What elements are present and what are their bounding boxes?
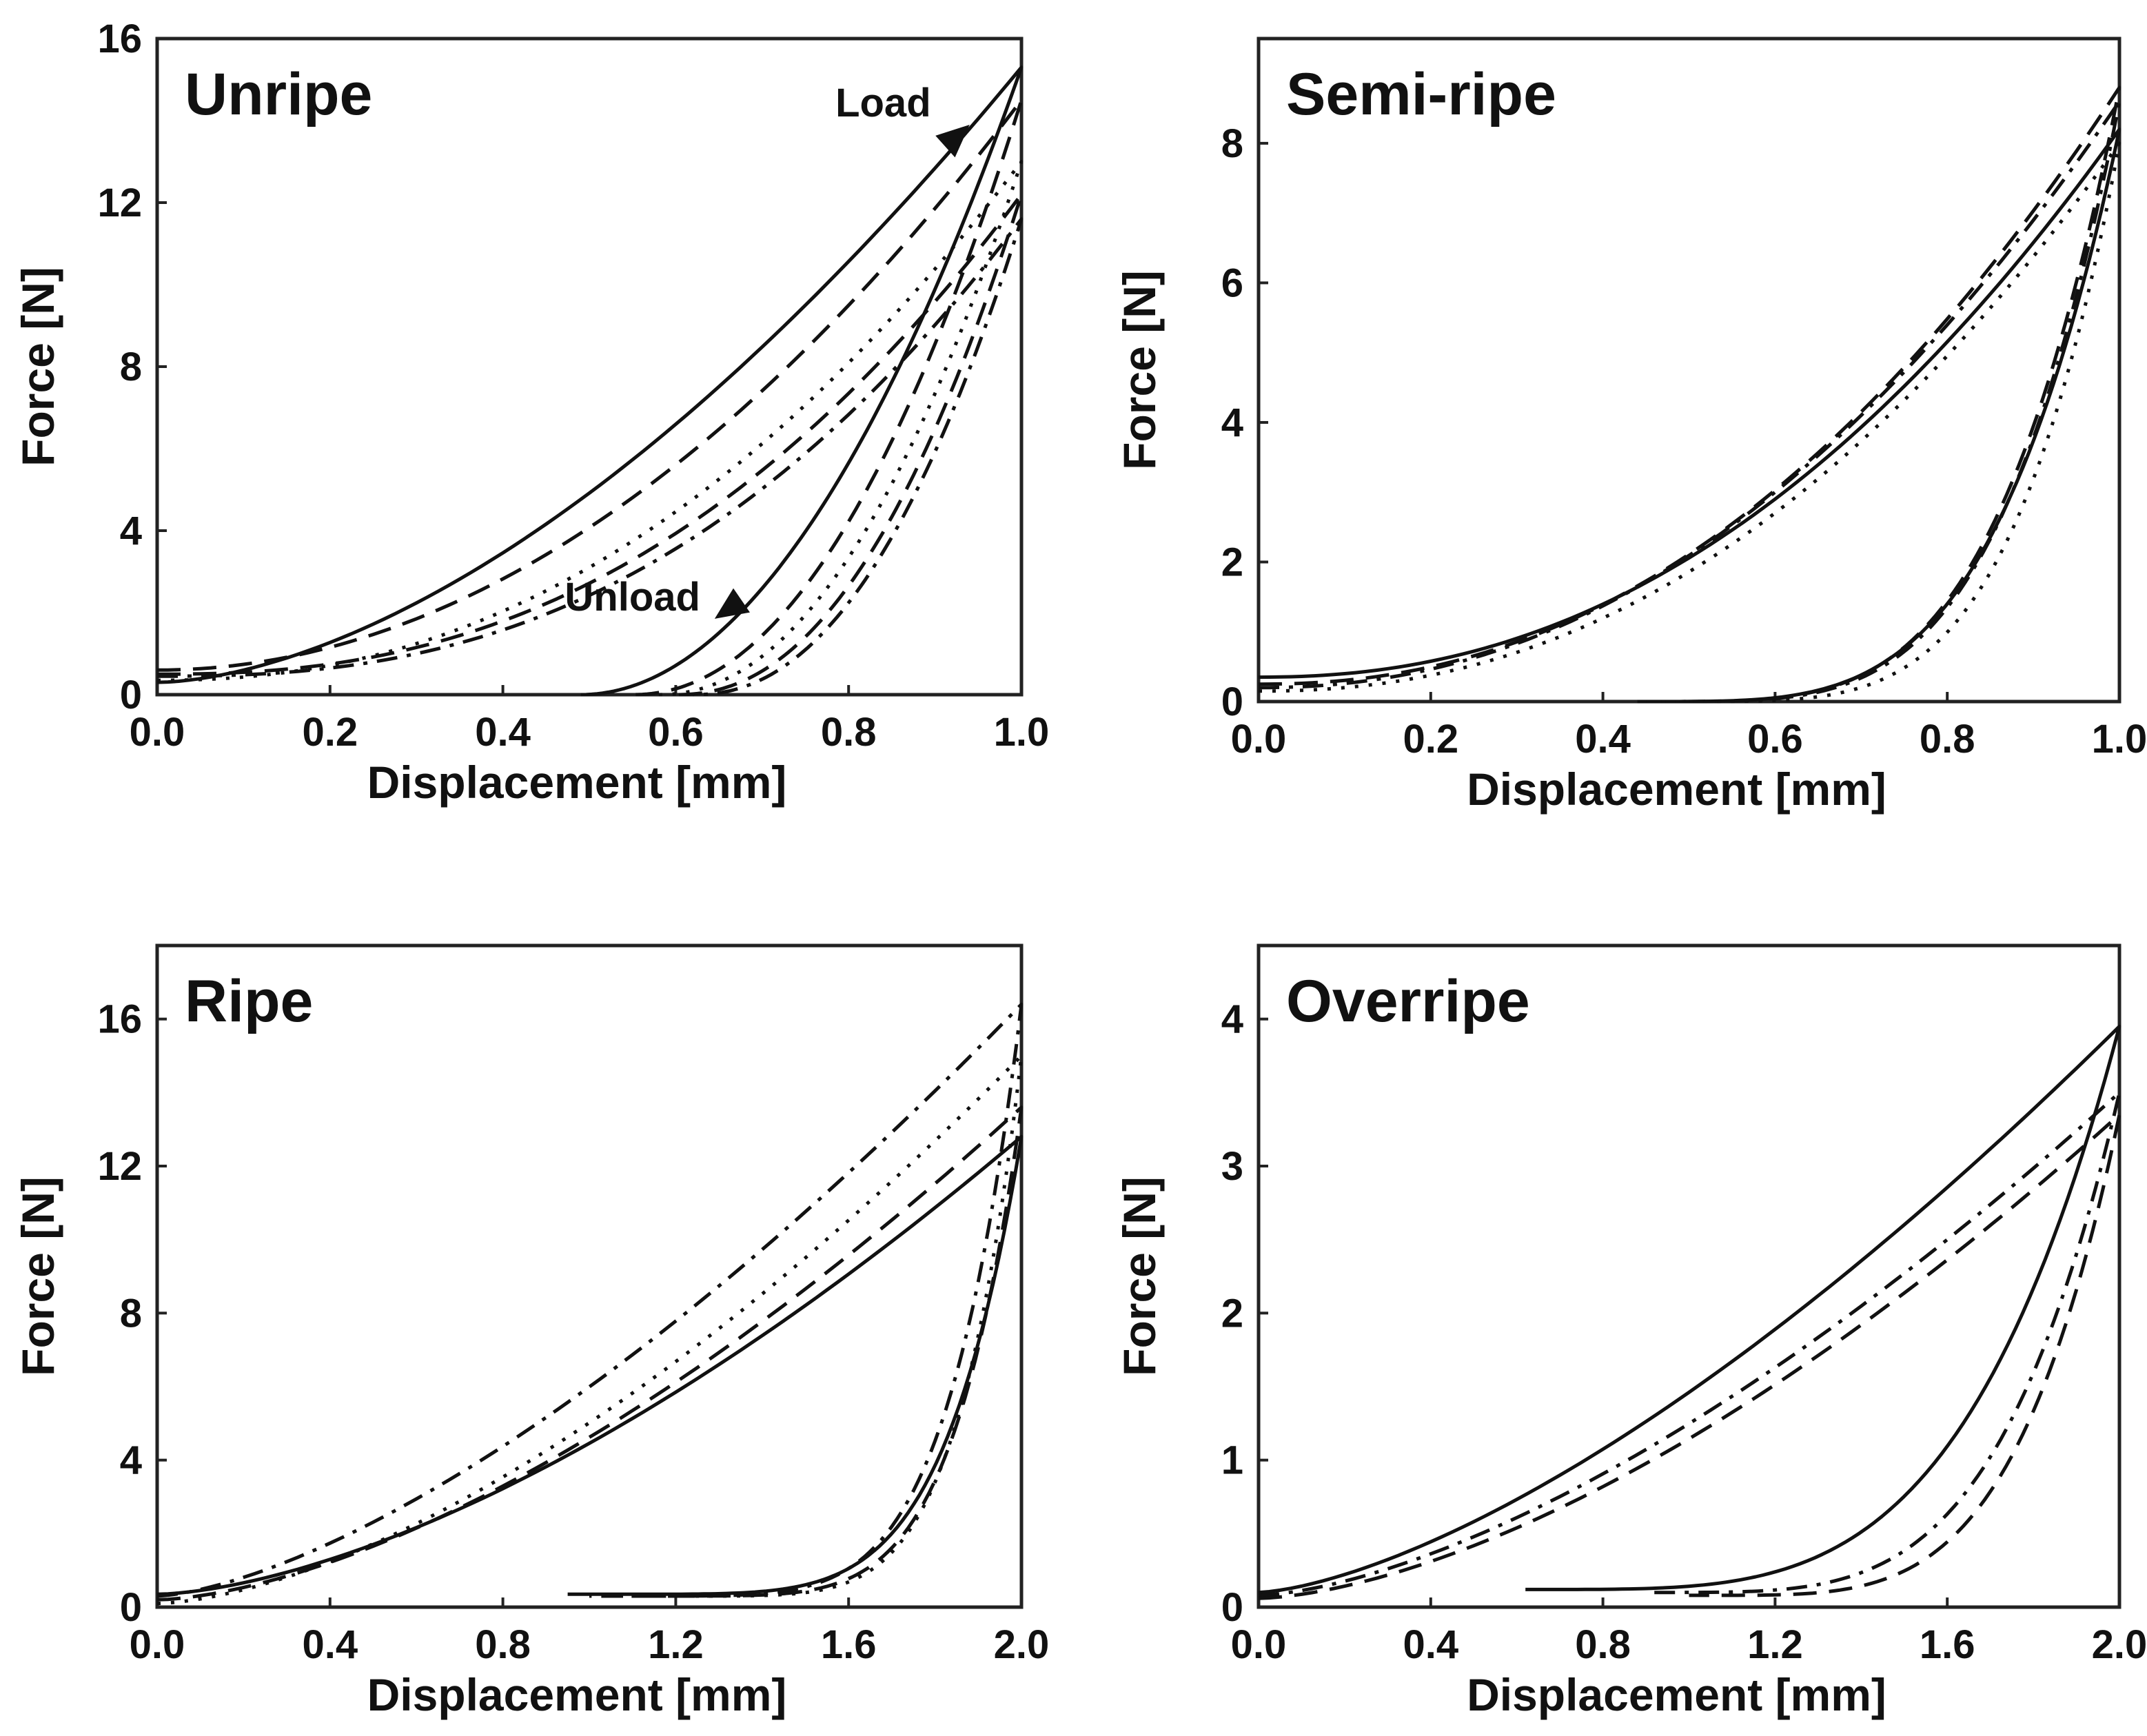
panel-2-ytick-label: 4	[1221, 400, 1243, 445]
panel-1-annotation-1-label: Load	[835, 81, 931, 125]
panel-1-xtick-label: 0.8	[821, 710, 877, 755]
panel-2-ytick-label: 6	[1221, 261, 1243, 305]
panel-1-chart: 0 4 8 12 16 0.0 0.2 0.4 0.6 0.8 1.0 Displacement [m…	[12, 17, 1049, 808]
panel-1-series-2-curve	[156, 98, 1024, 697]
panel-4-ytick-label: 1	[1221, 1438, 1243, 1483]
panel-3-ytick-label: 16	[97, 997, 142, 1042]
panel-2-ytick-label: 2	[1221, 540, 1243, 584]
panel-4-ytick-label: 3	[1221, 1144, 1243, 1189]
panel-1-title: Unripe	[185, 61, 372, 127]
panel-3-plot-frame	[155, 943, 1024, 1609]
panel-2-series-1-curve	[1258, 127, 2121, 704]
panel-1-xtick-label: 0.6	[648, 710, 704, 755]
panel-3-xtick-label: 2.0	[994, 1622, 1050, 1667]
panel-2-ytick-label: 0	[1221, 680, 1243, 724]
panel-1-xtick-label: 0.2	[302, 710, 358, 755]
panel-4-plot-frame	[1256, 943, 2121, 1609]
panel-1-series-5-curve	[157, 217, 1024, 697]
panel-1-ytick-label: 12	[97, 181, 142, 225]
panel-2-xtick-label: 1.0	[2092, 717, 2147, 762]
panel-3-series-3-curve	[156, 1054, 1024, 1606]
panel-2-xtick-label: 0.6	[1747, 717, 1803, 762]
panel-2-xtick-label: 0.4	[1575, 717, 1631, 762]
panel-4-xtick-label: 1.6	[1920, 1622, 1975, 1667]
panel-4-xtick-label: 2.0	[2092, 1622, 2147, 1667]
panel-3-chart: 0 4 8 12 16 0.0 0.4 0.8 1.2 1.6 2.0 Displacement [m…	[12, 943, 1050, 1720]
panel-3-ytick-label: 8	[120, 1291, 142, 1336]
panel-1-x-axis-label: Displacement [mm]	[367, 757, 787, 808]
panel-4-series-3-curve	[1258, 1112, 2121, 1600]
panel-2-chart: 0 2 4 6 8 0.0 0.2 0.4 0.6 0.8 1.0 Displacement [mm]…	[1114, 37, 2147, 815]
panel-3-ytick-label: 4	[120, 1438, 142, 1483]
panel-3-title: Ripe	[185, 968, 313, 1034]
panel-2-xtick-label: 0.2	[1403, 717, 1458, 762]
panel-1-y-axis-label: Force [N]	[12, 267, 63, 467]
panel-4-series-1-curve	[1258, 1024, 2121, 1595]
panel-4-title: Overripe	[1286, 968, 1530, 1034]
panel-4-x-axis-label: Displacement [mm]	[1467, 1669, 1886, 1720]
panel-2-xtick-label: 0.8	[1920, 717, 1975, 762]
panel-2-series-4-curve	[1259, 141, 2121, 704]
panel-4-chart: 0 1 2 3 4 0.0 0.4 0.8 1.2 1.6 2.0 Displacement [mm]…	[1114, 943, 2147, 1720]
panel-1-ytick-label: 16	[97, 17, 142, 61]
panel-3-xtick-label: 0.0	[130, 1622, 185, 1667]
panel-1-ytick-label: 0	[120, 673, 142, 717]
panel-3-series-4-curve	[156, 1105, 1024, 1602]
panel-3-ytick-label: 0	[120, 1585, 142, 1630]
panel-3-xtick-label: 1.2	[648, 1622, 704, 1667]
panel-4-ytick-label: 4	[1221, 997, 1243, 1042]
panel-2-x-axis-label: Displacement [mm]	[1467, 764, 1886, 815]
panel-2-title: Semi-ripe	[1286, 61, 1556, 127]
panel-1-xtick-label: 0.4	[475, 710, 531, 755]
panel-3-xtick-label: 0.4	[302, 1622, 358, 1667]
panel-3-xtick-label: 1.6	[821, 1622, 877, 1667]
panel-3-xtick-label: 0.8	[475, 1622, 531, 1667]
panel-1-series-3-curve	[156, 160, 1024, 697]
panel-4-xtick-label: 0.4	[1403, 1622, 1458, 1667]
panel-1-annotation-1-arrowhead	[935, 124, 970, 158]
panel-4-ytick-label: 0	[1221, 1585, 1243, 1630]
panel-3-series-2-curve	[156, 1002, 1024, 1598]
panel-1-xtick-label: 1.0	[994, 710, 1050, 755]
panel-1-xtick-label: 0.0	[130, 710, 185, 755]
panel-2-ytick-label: 8	[1221, 121, 1243, 166]
panel-2-y-axis-label: Force [N]	[1114, 270, 1165, 470]
panel-1-annotation-2-arrowhead	[714, 588, 750, 619]
panel-1-ytick-label: 4	[120, 509, 142, 553]
panel-4-xtick-label: 1.2	[1747, 1622, 1803, 1667]
panel-1-ytick-label: 8	[120, 345, 142, 389]
panel-4-xtick-label: 0.0	[1231, 1622, 1287, 1667]
panel-4-series-2-curve	[1258, 1090, 2121, 1597]
panel-2-series-2-curve	[1258, 85, 2121, 704]
panel-3-x-axis-label: Displacement [mm]	[367, 1669, 787, 1720]
panel-4-ytick-label: 2	[1221, 1291, 1243, 1336]
panel-1-series-1-curve	[156, 65, 1024, 697]
panel-2-series-3-curve	[1259, 99, 2121, 704]
panel-3-y-axis-label: Force [N]	[12, 1176, 63, 1376]
panel-2-xtick-label: 0.0	[1231, 717, 1287, 762]
panel-1-series-4-curve	[156, 192, 1024, 697]
panel-1-annotation-2-label: Unload	[564, 575, 700, 620]
panel-4-xtick-label: 0.8	[1575, 1622, 1631, 1667]
panel-4-y-axis-label: Force [N]	[1114, 1176, 1165, 1376]
panel-3-ytick-label: 12	[97, 1144, 142, 1189]
